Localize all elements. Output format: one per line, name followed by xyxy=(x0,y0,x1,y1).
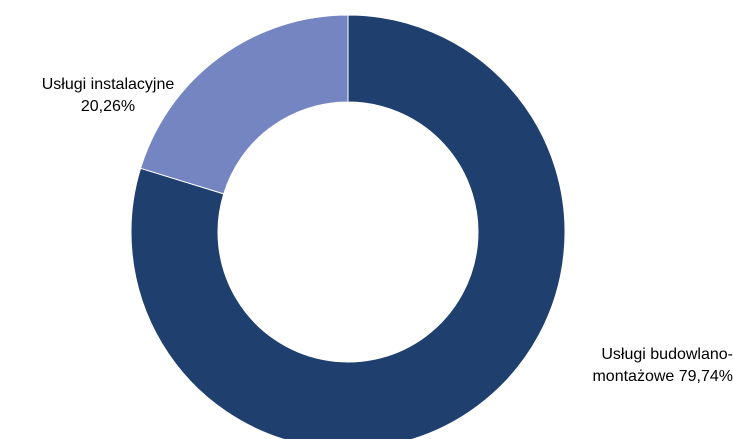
donut-slices xyxy=(130,14,566,439)
slice-label-line: montażowe 79,74% xyxy=(592,368,733,385)
slice-label-line: Usługi budowlano- xyxy=(601,346,733,363)
slice-uslugi-budowlano-montazowe xyxy=(130,14,566,439)
slice-label-uslugi-budowlano-montazowe: Usługi budowlano- montażowe 79,74% xyxy=(548,344,733,388)
slice-label-line: 20,26% xyxy=(80,98,136,115)
slice-uslugi-instalacyjne xyxy=(139,14,349,195)
slice-label-line: Usługi instalacyjne xyxy=(41,76,175,93)
slice-label-uslugi-instalacyjne: Usługi instalacyjne 20,26% xyxy=(8,74,208,118)
